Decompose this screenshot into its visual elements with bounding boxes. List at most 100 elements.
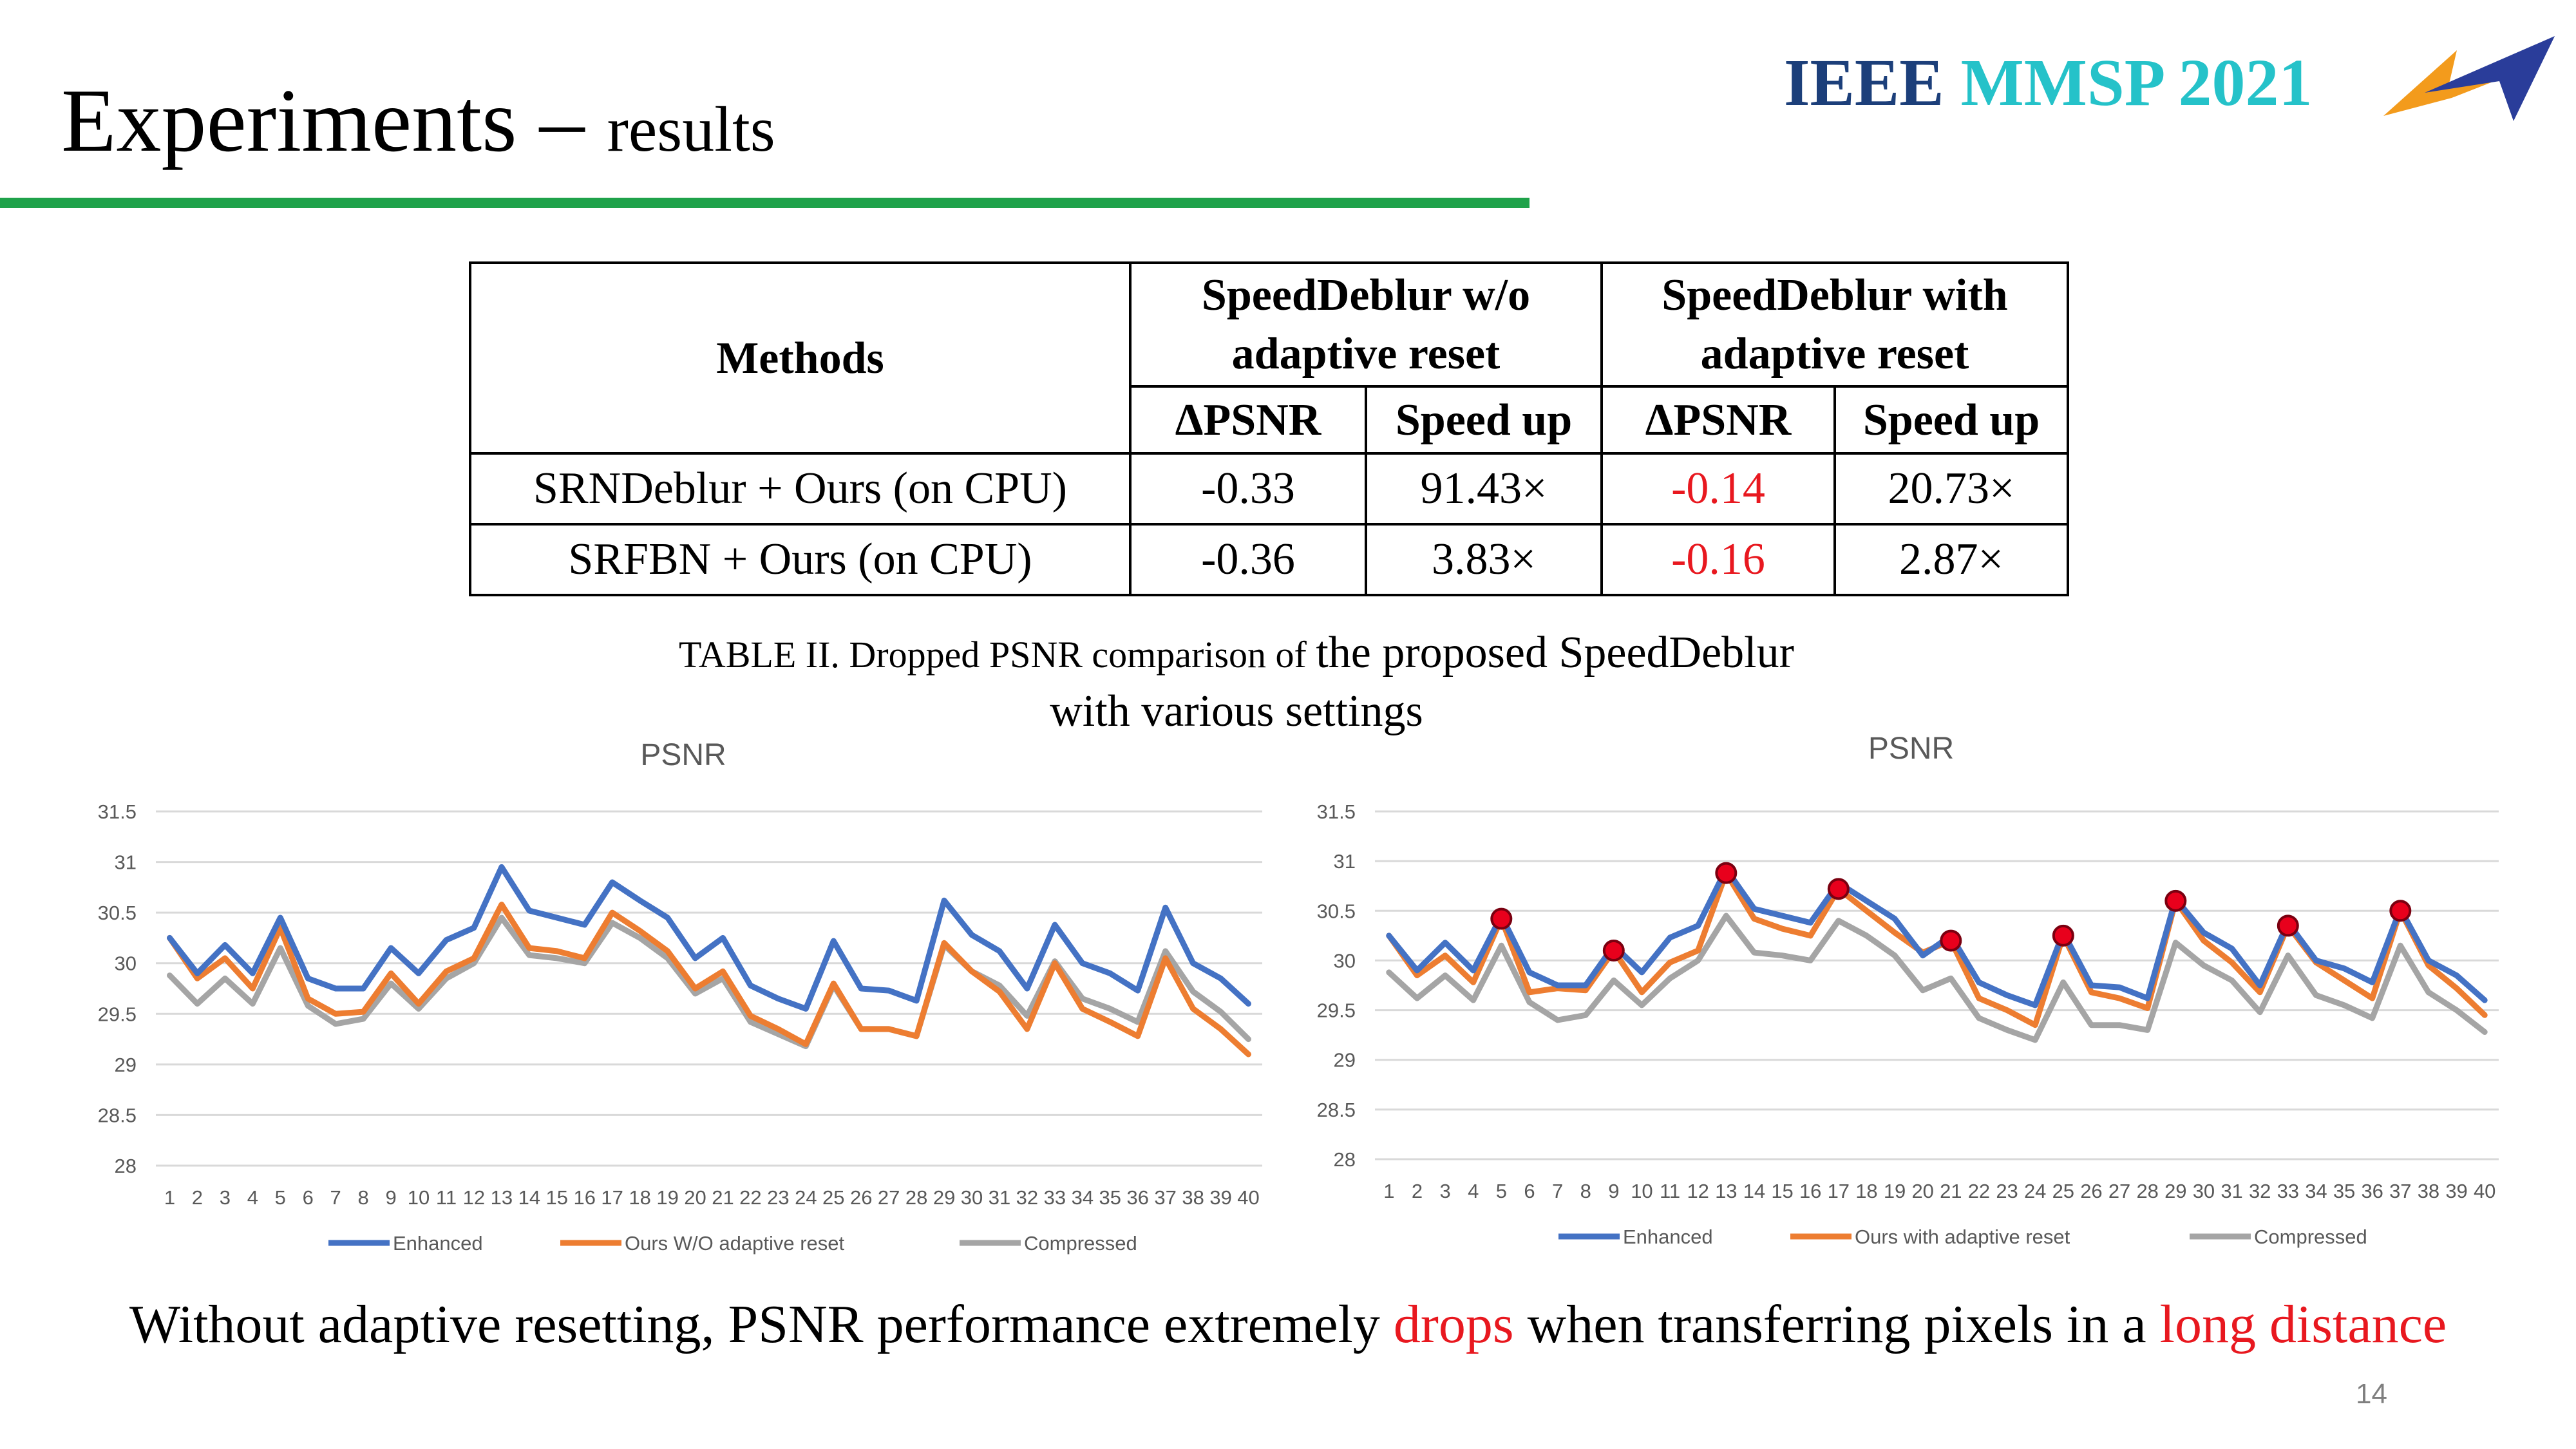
conclusion-part2: when transferring pixels in a	[1513, 1294, 2160, 1354]
x-tick-label: 40	[1237, 1186, 1259, 1209]
reset-point-marker	[2277, 914, 2299, 937]
subheader-speedup-with: Speed up	[1833, 385, 2069, 455]
x-tick-label: 36	[1126, 1186, 1148, 1209]
x-tick-label: 37	[1154, 1186, 1176, 1209]
x-tick-label: 30	[2193, 1180, 2215, 1202]
title-main: Experiments	[61, 71, 517, 171]
header-without-reset-line2: adaptive reset	[1231, 329, 1501, 379]
x-tick-label: 19	[656, 1186, 678, 1209]
y-tick-label: 28.5	[98, 1104, 137, 1126]
x-tick-label: 13	[491, 1186, 513, 1209]
dpsnr-with-cell: -0.14	[1600, 452, 1836, 526]
y-tick-label: 31	[1334, 850, 1356, 873]
dpsnr-wo-cell: -0.36	[1129, 523, 1367, 596]
x-tick-label: 8	[358, 1186, 369, 1209]
caption-main: the proposed SpeedDeblur	[1316, 628, 1794, 677]
x-tick-label: 16	[573, 1186, 595, 1209]
y-tick-label: 31	[115, 851, 137, 874]
x-tick-label: 27	[878, 1186, 900, 1209]
reset-point-marker	[1940, 929, 1962, 952]
dpsnr-with-cell: -0.16	[1600, 523, 1836, 596]
brand-mmsp: MMSP 2021	[1960, 46, 2313, 120]
slide-title: Experiments – results	[61, 76, 775, 166]
x-tick-label: 14	[1743, 1180, 1765, 1202]
table-row: SRNDeblur + Ours (on CPU) -0.33 91.43× -…	[469, 452, 2069, 526]
x-tick-label: 5	[1496, 1180, 1507, 1202]
y-tick-label: 30.5	[98, 902, 137, 924]
x-tick-label: 23	[767, 1186, 789, 1209]
reset-point-marker	[2389, 900, 2412, 922]
conclusion-part1: Without adaptive resetting, PSNR perform…	[129, 1294, 1394, 1354]
x-tick-label: 19	[1884, 1180, 1906, 1202]
x-tick-label: 4	[247, 1186, 258, 1209]
x-tick-label: 28	[905, 1186, 927, 1209]
x-tick-label: 13	[1715, 1180, 1737, 1202]
x-tick-label: 3	[220, 1186, 231, 1209]
x-tick-label: 28	[2136, 1180, 2158, 1202]
x-tick-label: 24	[2024, 1180, 2046, 1202]
x-tick-label: 10	[408, 1186, 430, 1209]
reset-point-marker	[2164, 889, 2187, 912]
x-tick-label: 40	[2474, 1180, 2496, 1202]
x-tick-label: 14	[518, 1186, 540, 1209]
x-tick-label: 30	[961, 1186, 983, 1209]
x-tick-label: 24	[795, 1186, 817, 1209]
legend-label: Enhanced	[393, 1232, 483, 1255]
legend-label: Ours with adaptive reset	[1855, 1226, 2070, 1248]
series-line-ours-w-o-adaptive-reset	[167, 902, 1251, 1057]
x-tick-label: 34	[2305, 1180, 2327, 1202]
reset-point-marker	[1827, 878, 1850, 900]
series-line-enhanced	[167, 864, 1251, 1012]
series-line-compressed	[167, 914, 1251, 1050]
header-methods: Methods	[469, 261, 1132, 455]
x-tick-label: 7	[1552, 1180, 1563, 1202]
header-with-reset-line2: adaptive reset	[1700, 329, 1969, 379]
legend-label: Enhanced	[1623, 1226, 1713, 1248]
header-without-reset: SpeedDeblur w/o adaptive reset	[1129, 261, 1603, 388]
x-tick-label: 31	[2221, 1180, 2242, 1202]
chart-title: PSNR	[1868, 732, 1954, 766]
y-tick-label: 29	[1334, 1049, 1356, 1072]
reset-point-marker	[1602, 940, 1625, 961]
x-tick-label: 34	[1072, 1186, 1094, 1209]
x-tick-label: 23	[1996, 1180, 2018, 1202]
conclusion-highlight-distance: long distance	[2159, 1294, 2447, 1354]
speedup-wo-cell: 3.83×	[1365, 523, 1603, 596]
table-caption: TABLE II. Dropped PSNR comparison of the…	[567, 623, 1906, 741]
legend-label: Compressed	[1024, 1232, 1137, 1255]
x-tick-label: 8	[1580, 1180, 1591, 1202]
x-tick-label: 38	[1182, 1186, 1204, 1209]
x-tick-label: 17	[1828, 1180, 1850, 1202]
x-tick-label: 18	[629, 1186, 650, 1209]
x-tick-label: 39	[1209, 1186, 1231, 1209]
subheader-dpsnr-with: ΔPSNR	[1600, 385, 1836, 455]
x-tick-label: 20	[684, 1186, 706, 1209]
caption-line2: with various settings	[1050, 687, 1423, 736]
x-tick-label: 3	[1439, 1180, 1450, 1202]
x-tick-label: 7	[330, 1186, 341, 1209]
results-table: Methods SpeedDeblur w/o adaptive reset Sp…	[469, 261, 2069, 596]
title-separator: –	[516, 71, 607, 171]
x-tick-label: 33	[1044, 1186, 1066, 1209]
reset-point-marker	[1715, 862, 1738, 884]
x-tick-label: 11	[436, 1186, 457, 1209]
y-tick-label: 31.5	[98, 800, 137, 823]
x-tick-label: 18	[1855, 1180, 1877, 1202]
x-tick-label: 32	[1016, 1186, 1038, 1209]
x-tick-label: 1	[1383, 1180, 1394, 1202]
x-tick-label: 16	[1799, 1180, 1821, 1202]
x-tick-label: 1	[164, 1186, 175, 1209]
subheader-dpsnr-wo: ΔPSNR	[1129, 385, 1367, 455]
x-tick-label: 12	[1687, 1180, 1709, 1202]
dpsnr-wo-cell: -0.33	[1129, 452, 1367, 526]
x-tick-label: 11	[1660, 1180, 1680, 1202]
header-with-reset: SpeedDeblur with adaptive reset	[1600, 261, 2069, 388]
x-tick-label: 10	[1631, 1180, 1653, 1202]
x-tick-label: 37	[2389, 1180, 2411, 1202]
x-tick-label: 9	[385, 1186, 396, 1209]
caption-prefix: TABLE II. Dropped PSNR comparison of	[679, 634, 1316, 676]
y-tick-label: 29.5	[98, 1003, 137, 1025]
title-subtitle: results	[607, 93, 775, 165]
x-tick-label: 12	[463, 1186, 485, 1209]
page-number: 14	[2356, 1378, 2387, 1410]
